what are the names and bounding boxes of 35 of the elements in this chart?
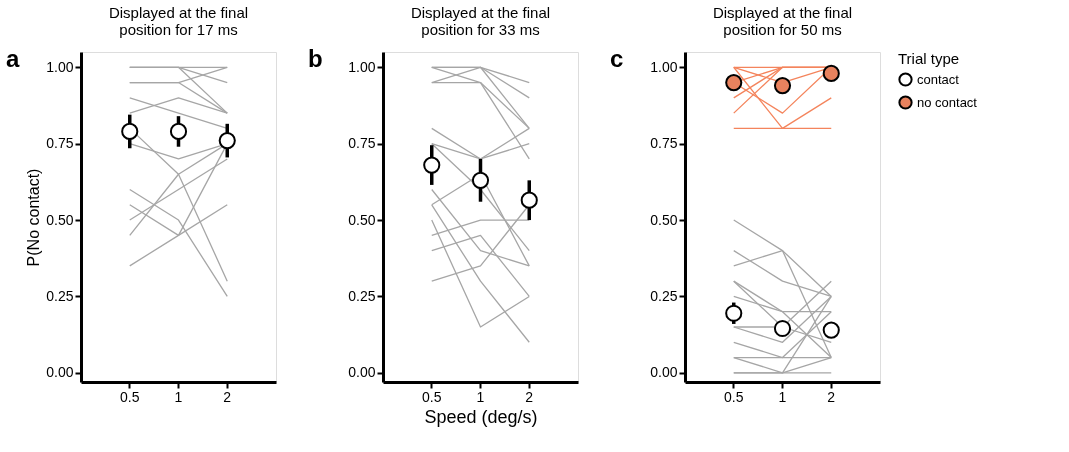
y-tick-label: 0.25 bbox=[46, 287, 74, 304]
y-tick-label: 1.00 bbox=[348, 58, 376, 75]
chart-title: Displayed at the final position for 17 ms bbox=[108, 4, 249, 38]
y-tick-label: 0.50 bbox=[650, 211, 678, 228]
x-tick-label: 1 bbox=[476, 388, 485, 405]
legend-label: contact bbox=[917, 71, 960, 87]
y-tick-label: 1.00 bbox=[650, 58, 678, 75]
y-tick-label: 0.75 bbox=[348, 135, 376, 152]
text: a bbox=[6, 45, 20, 72]
y-tick-label: 0.50 bbox=[46, 211, 74, 228]
y-axis-title: P(No contact) bbox=[25, 168, 43, 267]
legend-title: Trial type bbox=[898, 50, 960, 67]
y-tick-label: 0.75 bbox=[650, 135, 678, 152]
x-tick-label: 1 bbox=[174, 388, 183, 405]
y-tick-label: 0.25 bbox=[348, 287, 376, 304]
x-tick-label: 2 bbox=[525, 388, 534, 405]
legend-label: no contact bbox=[917, 94, 978, 110]
y-tick-label: 0.50 bbox=[348, 211, 376, 228]
x-tick-label: 0.5 bbox=[120, 388, 140, 405]
y-tick-label: 0.75 bbox=[46, 135, 74, 152]
chart-title: Displayed at the final position for 33 ms bbox=[410, 4, 551, 38]
y-tick-label: 0.25 bbox=[650, 287, 678, 304]
chart-title: Displayed at the final position for 50 ms bbox=[712, 4, 853, 38]
y-tick-label: 0.00 bbox=[348, 364, 376, 381]
x-tick-label: 2 bbox=[827, 388, 836, 405]
x-tick-label: 2 bbox=[223, 388, 232, 405]
y-tick-label: 0.00 bbox=[46, 364, 74, 381]
text: c bbox=[610, 45, 624, 72]
text: b bbox=[308, 45, 323, 72]
x-axis-title: Speed (deg/s) bbox=[424, 406, 538, 427]
x-tick-label: 1 bbox=[778, 388, 787, 405]
x-tick-label: 0.5 bbox=[422, 388, 442, 405]
x-tick-label: 0.5 bbox=[724, 388, 744, 405]
y-tick-label: 1.00 bbox=[46, 58, 74, 75]
y-tick-label: 0.00 bbox=[650, 364, 678, 381]
